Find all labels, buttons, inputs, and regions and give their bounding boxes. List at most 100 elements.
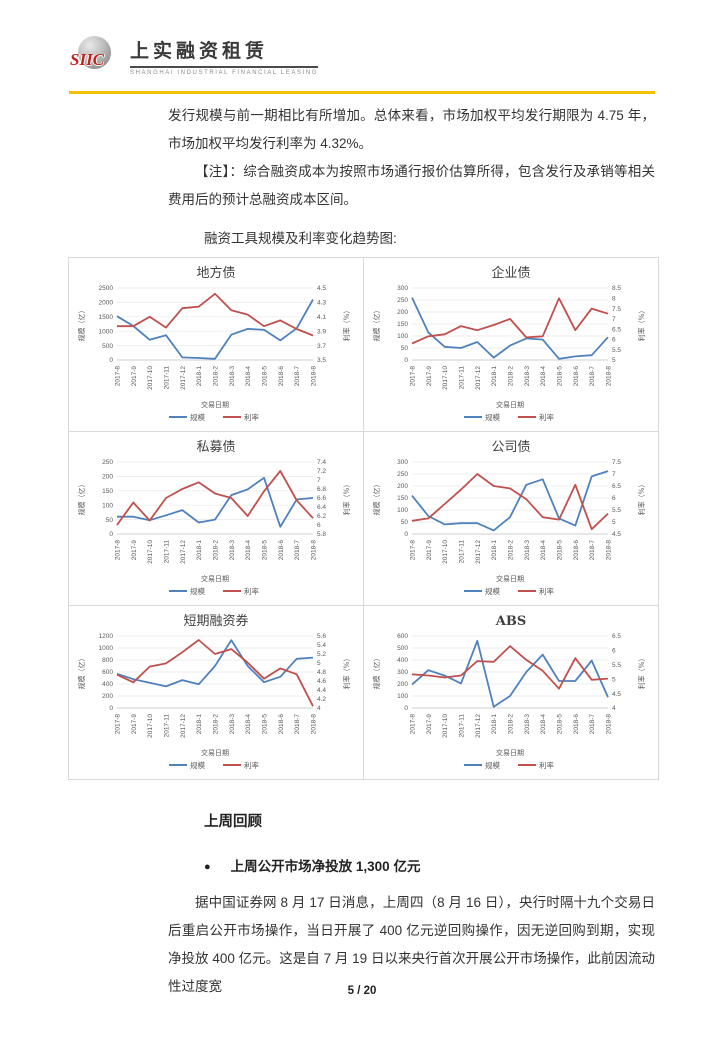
svg-text:7: 7 <box>317 477 321 484</box>
header-divider <box>69 91 655 94</box>
svg-text:2018-2: 2018-2 <box>508 366 515 387</box>
svg-text:2018-5: 2018-5 <box>262 540 269 561</box>
svg-text:规模（亿）: 规模（亿） <box>77 307 86 342</box>
svg-text:250: 250 <box>102 459 113 466</box>
svg-text:5: 5 <box>317 660 321 667</box>
svg-text:8: 8 <box>612 296 616 303</box>
svg-text:100: 100 <box>102 502 113 509</box>
svg-text:6: 6 <box>612 495 616 502</box>
svg-text:2017-12: 2017-12 <box>180 366 187 390</box>
svg-text:2500: 2500 <box>99 285 114 292</box>
svg-text:6.5: 6.5 <box>612 633 621 640</box>
logo-siic-text: SIIC <box>70 50 105 69</box>
svg-text:利率（%）: 利率（%） <box>637 481 646 516</box>
svg-text:交易日期: 交易日期 <box>201 748 229 757</box>
svg-text:200: 200 <box>397 309 408 316</box>
svg-text:利率（%）: 利率（%） <box>637 307 646 342</box>
svg-text:7.5: 7.5 <box>612 459 621 466</box>
svg-text:企业债: 企业债 <box>491 265 530 281</box>
svg-text:5.2: 5.2 <box>317 651 326 658</box>
svg-text:0: 0 <box>109 705 113 712</box>
svg-text:2018-8: 2018-8 <box>606 714 613 735</box>
svg-text:利率: 利率 <box>244 412 259 422</box>
svg-text:2017-9: 2017-9 <box>131 714 138 735</box>
svg-text:200: 200 <box>397 681 408 688</box>
chart-local-government-bond: 0 500 1000 1500 2000 2500 3.5 3.7 3.9 4.1 4.3 4.5 20… <box>69 258 364 432</box>
svg-text:规模（亿）: 规模（亿） <box>372 307 381 342</box>
svg-text:2018-7: 2018-7 <box>294 714 301 735</box>
svg-text:2018-2: 2018-2 <box>213 366 220 387</box>
svg-text:2017-11: 2017-11 <box>164 714 171 738</box>
chart-svg: 0 50 100 150 200 250 300 5 5.5 6 6.5 7 7.5 8 8.5 2017-8… <box>372 265 646 422</box>
svg-text:300: 300 <box>397 459 408 466</box>
svg-text:利率: 利率 <box>244 760 259 770</box>
svg-text:500: 500 <box>397 645 408 652</box>
svg-text:2018-4: 2018-4 <box>245 366 252 387</box>
svg-text:2017-8: 2017-8 <box>410 714 417 735</box>
svg-text:利率（%）: 利率（%） <box>637 655 646 690</box>
svg-text:2017-8: 2017-8 <box>115 540 122 561</box>
svg-text:100: 100 <box>397 507 408 514</box>
svg-text:公司债: 公司债 <box>491 440 530 455</box>
svg-text:2018-2: 2018-2 <box>508 714 515 735</box>
charts-grid: 0 500 1000 1500 2000 2500 3.5 3.7 3.9 4.1 4.3 4.5 20… <box>68 257 659 780</box>
svg-text:利率: 利率 <box>539 760 554 770</box>
svg-text:150: 150 <box>102 488 113 495</box>
svg-text:5.5: 5.5 <box>612 347 621 354</box>
svg-text:交易日期: 交易日期 <box>496 748 524 757</box>
svg-text:短期融资券: 短期融资券 <box>183 613 248 629</box>
svg-text:利率（%）: 利率（%） <box>342 481 351 516</box>
svg-text:2018-4: 2018-4 <box>245 714 252 735</box>
svg-text:交易日期: 交易日期 <box>201 574 229 583</box>
svg-text:2018-6: 2018-6 <box>278 540 285 561</box>
svg-text:2000: 2000 <box>99 300 114 307</box>
svg-text:4.4: 4.4 <box>317 687 326 694</box>
logo-sphere-icon <box>78 36 111 69</box>
svg-text:4.2: 4.2 <box>317 696 326 703</box>
svg-text:地方债: 地方债 <box>196 265 235 281</box>
svg-text:2017-9: 2017-9 <box>426 714 433 735</box>
svg-text:5.5: 5.5 <box>612 507 621 514</box>
svg-text:2017-10: 2017-10 <box>442 540 449 564</box>
svg-text:2017-12: 2017-12 <box>475 714 482 738</box>
svg-text:6.5: 6.5 <box>612 326 621 333</box>
svg-text:2017-9: 2017-9 <box>131 540 138 561</box>
page-number: 5 / 20 <box>347 985 377 997</box>
svg-text:0: 0 <box>404 705 408 712</box>
note-paragraph: 【注】：综合融资成本为按照市场通行报价估算所得，包含发行及承销等相关费用后的预计… <box>168 164 655 207</box>
svg-text:规模（亿）: 规模（亿） <box>77 655 86 690</box>
svg-text:5.6: 5.6 <box>317 633 326 640</box>
svg-text:6: 6 <box>612 337 616 344</box>
svg-text:5.5: 5.5 <box>612 662 621 669</box>
svg-text:50: 50 <box>401 345 409 352</box>
bullet-line: ● 上周公开市场净投放 1,300 亿元 <box>204 855 724 875</box>
svg-text:2018-2: 2018-2 <box>213 714 220 735</box>
svg-text:2017-9: 2017-9 <box>131 366 138 387</box>
svg-text:50: 50 <box>401 519 409 526</box>
svg-text:7: 7 <box>612 316 616 323</box>
svg-text:400: 400 <box>397 657 408 664</box>
logo-company-name: 上实融资租赁 <box>130 36 319 68</box>
chart-svg: 0 50 100 150 200 250 300 4.5 5 5.5 6 6.5 7 7.5 2017-8 2… <box>372 440 646 596</box>
svg-text:2018-4: 2018-4 <box>540 714 547 735</box>
svg-text:4.6: 4.6 <box>317 678 326 685</box>
svg-text:2018-3: 2018-3 <box>229 366 236 387</box>
svg-text:4.1: 4.1 <box>317 314 326 321</box>
intro-paragraph: 发行规模与前一期相比有所增加。总体来看，市场加权平均发行期限为 4.75 年，市… <box>168 108 655 151</box>
svg-text:2018-4: 2018-4 <box>245 540 252 561</box>
svg-text:2018-2: 2018-2 <box>508 540 515 561</box>
svg-text:600: 600 <box>397 633 408 640</box>
svg-text:2018-2: 2018-2 <box>213 540 220 561</box>
svg-text:250: 250 <box>397 297 408 304</box>
chart-short-term-commercial-paper: 0 200 400 600 800 1000 1200 4 4.2 4.4 4.6 4.8 5 5.2 5.… <box>69 606 364 780</box>
svg-text:600: 600 <box>102 669 113 676</box>
svg-text:2018-4: 2018-4 <box>540 366 547 387</box>
svg-text:2018-7: 2018-7 <box>294 366 301 387</box>
svg-text:利率: 利率 <box>244 586 259 596</box>
svg-text:300: 300 <box>397 285 408 292</box>
chart-abs: 0 100 200 300 400 500 600 4 4.5 5 5.5 6 6.5 2017-8 201… <box>364 606 659 780</box>
chart-svg: 0 500 1000 1500 2000 2500 3.5 3.7 3.9 4.1 4.3 4.5 20… <box>77 265 351 422</box>
svg-text:150: 150 <box>397 495 408 502</box>
svg-text:交易日期: 交易日期 <box>201 400 229 409</box>
chart-private-placement-bond: 0 50 100 150 200 250 5.8 6 6.2 6.4 6.6 6.8 7 7.2 7.4 20… <box>69 432 364 606</box>
